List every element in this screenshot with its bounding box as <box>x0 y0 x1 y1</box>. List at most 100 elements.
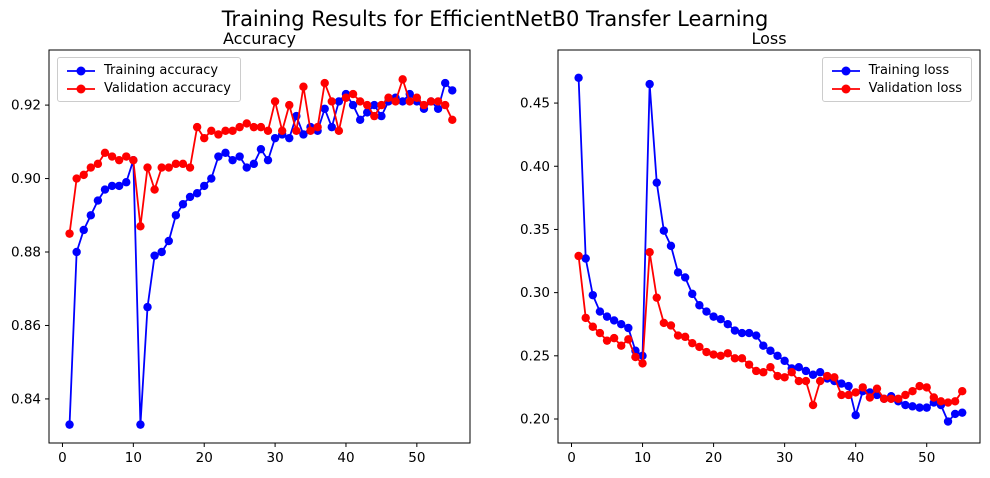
data-point-marker <box>581 254 590 263</box>
legend-entry: Training loss <box>830 63 962 78</box>
data-point-marker <box>723 320 732 329</box>
data-point-marker <box>72 174 81 183</box>
legend-line-marker-icon <box>67 84 95 93</box>
data-point-marker <box>221 126 230 136</box>
data-point-marker <box>86 211 96 220</box>
data-point-marker <box>178 159 188 169</box>
data-point-marker <box>950 397 960 406</box>
data-point-marker <box>908 402 917 411</box>
data-point-marker <box>207 174 216 183</box>
data-point-marker <box>595 307 605 316</box>
loss-axes-frame <box>557 49 981 444</box>
data-point-marker <box>730 354 740 363</box>
data-point-marker <box>737 328 747 338</box>
accuracy-subplot-title: Accuracy <box>222 29 297 48</box>
data-point-marker <box>341 93 351 102</box>
data-point-marker <box>299 82 308 91</box>
data-point-marker <box>192 122 202 132</box>
data-point-marker <box>114 181 124 191</box>
data-point-marker <box>631 352 640 362</box>
data-point-marker <box>107 152 117 161</box>
data-point-marker <box>730 326 740 335</box>
data-point-marker <box>865 393 875 402</box>
data-point-marker <box>228 155 237 165</box>
data-point-marker <box>581 313 590 323</box>
data-point-marker <box>242 119 251 128</box>
training-loss-markers <box>574 73 967 426</box>
data-point-marker <box>440 78 450 88</box>
data-point-marker <box>249 122 259 132</box>
data-point-marker <box>143 163 152 172</box>
data-point-marker <box>908 386 917 396</box>
data-point-marker <box>285 100 294 110</box>
data-point-marker <box>759 368 768 377</box>
data-point-marker <box>808 370 818 379</box>
data-point-marker <box>327 97 336 106</box>
data-point-marker <box>901 400 910 410</box>
data-point-marker <box>65 420 74 429</box>
data-point-marker <box>702 307 711 316</box>
x-tick-label: 20 <box>196 450 213 466</box>
data-point-marker <box>958 408 967 417</box>
legend-entry: Validation accuracy <box>65 81 231 96</box>
data-point-marker <box>823 371 832 381</box>
data-point-marker <box>872 384 882 393</box>
data-point-marker <box>929 393 939 402</box>
data-point-marker <box>228 126 237 136</box>
data-point-marker <box>830 373 839 382</box>
y-tick-label: 0.90 <box>11 171 41 187</box>
data-point-marker <box>370 100 379 110</box>
data-point-marker <box>100 148 110 158</box>
data-point-marker <box>709 312 718 321</box>
data-point-marker <box>207 126 216 136</box>
data-point-marker <box>773 351 782 361</box>
data-point-marker <box>936 397 946 406</box>
legend-label: Training accuracy <box>104 63 219 78</box>
data-point-marker <box>107 181 117 191</box>
y-tick-label: 0.86 <box>11 318 41 334</box>
data-point-marker <box>624 335 633 344</box>
y-tick-label: 0.35 <box>520 222 550 238</box>
data-point-marker <box>384 93 393 102</box>
data-point-marker <box>673 331 683 340</box>
data-point-marker <box>958 386 967 396</box>
x-tick-label: 10 <box>125 450 142 466</box>
x-tick-label: 40 <box>337 450 354 466</box>
data-point-marker <box>716 351 725 361</box>
data-point-marker <box>617 320 626 329</box>
data-point-marker <box>334 97 344 106</box>
data-point-marker <box>808 400 818 410</box>
data-point-marker <box>214 130 223 139</box>
data-point-marker <box>185 163 195 172</box>
data-point-marker <box>79 170 88 180</box>
y-tick-label: 0.88 <box>11 245 41 261</box>
legend-line-marker-icon <box>831 66 860 75</box>
data-point-marker <box>320 104 329 113</box>
validation-loss-line <box>577 252 963 409</box>
y-tick-label: 0.20 <box>520 411 550 427</box>
data-point-marker <box>894 394 903 403</box>
data-point-marker <box>688 338 697 348</box>
data-point-marker <box>136 420 145 429</box>
data-point-marker <box>858 383 867 392</box>
data-point-marker <box>915 403 924 412</box>
data-point-marker <box>270 133 280 143</box>
data-point-marker <box>136 222 145 231</box>
data-point-marker <box>150 251 159 260</box>
data-point-marker <box>398 97 407 106</box>
data-point-marker <box>398 75 407 84</box>
data-point-marker <box>844 381 853 391</box>
x-tick-label: 0 <box>567 450 576 466</box>
data-point-marker <box>412 93 422 102</box>
data-point-marker <box>609 316 619 325</box>
data-point-marker <box>759 341 768 350</box>
data-point-marker <box>270 97 280 106</box>
data-point-marker <box>157 163 166 172</box>
loss-subplot-title: Loss <box>751 29 787 48</box>
data-point-marker <box>950 409 960 419</box>
data-point-marker <box>327 122 336 132</box>
figure-title: Training Results for EfficientNetB0 Tran… <box>221 7 769 31</box>
data-point-marker <box>122 178 131 187</box>
data-point-marker <box>285 133 294 143</box>
